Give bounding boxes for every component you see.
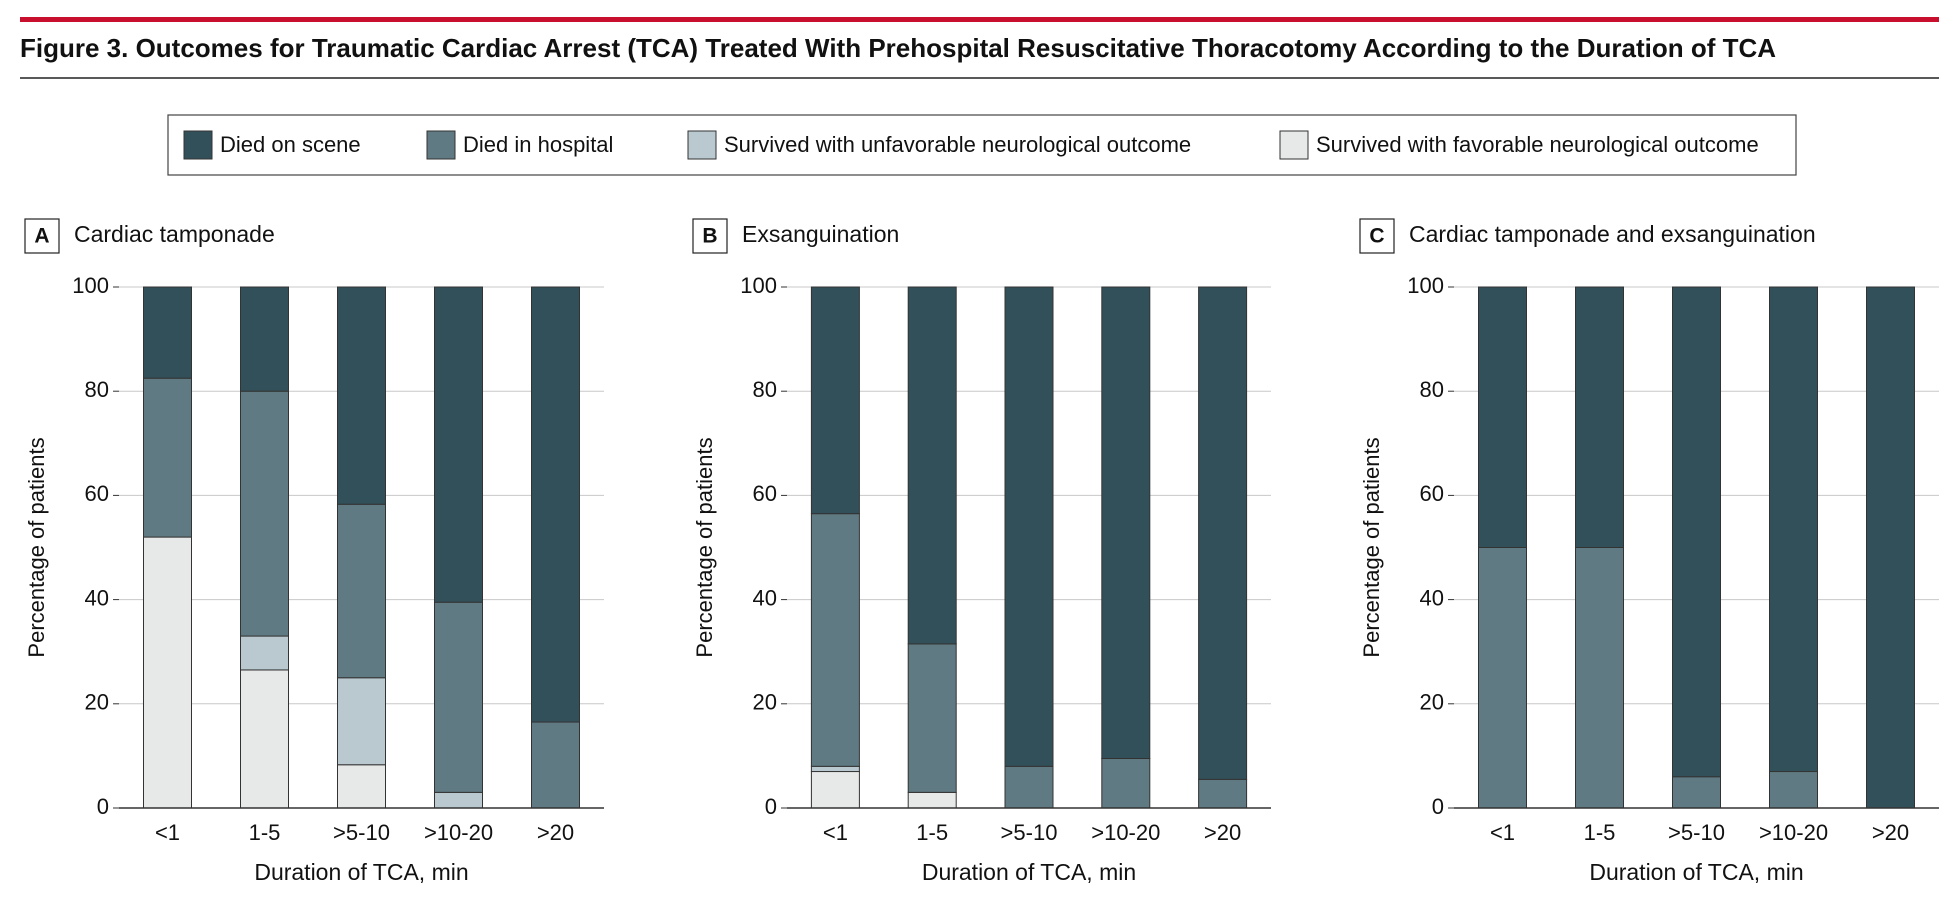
panel-label-box: [692, 218, 728, 254]
legend-label: Survived with unfavorable neurological o…: [724, 132, 1191, 157]
bar-segment: [907, 643, 957, 793]
bar-segment: [907, 791, 957, 809]
panel-label-box: [1359, 218, 1395, 254]
legend-swatch: [687, 130, 717, 160]
y-tick-label: 40: [1420, 585, 1444, 610]
x-tick-label: <1: [155, 820, 180, 845]
bar-segment: [1575, 547, 1624, 809]
top-rule: [20, 17, 1939, 22]
y-axis-label: Percentage of patients: [1359, 437, 1384, 657]
bar-segment: [143, 377, 192, 538]
bar-segment: [1672, 776, 1721, 809]
bar-segment: [240, 635, 289, 671]
y-tick-label: 20: [1420, 690, 1444, 715]
panel-title: Cardiac tamponade: [74, 221, 275, 247]
x-tick-label: >10-20: [1759, 820, 1828, 845]
x-tick-label: >5-10: [1001, 820, 1058, 845]
figure-title: Figure 3. Outcomes for Traumatic Cardiac…: [20, 33, 1776, 63]
bar-segment: [1769, 771, 1818, 809]
bar-segment: [1575, 286, 1624, 548]
x-axis-label: Duration of TCA, min: [922, 859, 1136, 885]
legend-swatch: [183, 130, 213, 160]
x-tick-label: 1-5: [1584, 820, 1616, 845]
bar-segment: [337, 503, 386, 679]
panel-label: A: [34, 225, 49, 248]
bar-segment: [1101, 286, 1151, 760]
y-tick-label: 100: [740, 273, 777, 298]
bar-segment: [337, 286, 386, 505]
legend-label: Died on scene: [220, 132, 361, 157]
y-tick-label: 100: [1407, 273, 1444, 298]
bar-segment: [337, 764, 386, 809]
bar-segment: [1101, 758, 1151, 809]
bar-segment: [1478, 547, 1527, 809]
y-tick-label: 100: [72, 273, 109, 298]
y-tick-label: 0: [97, 794, 109, 819]
bar-segment: [434, 601, 483, 793]
bar-segment: [434, 791, 483, 809]
y-tick-label: 40: [85, 585, 109, 610]
y-tick-label: 80: [85, 377, 109, 402]
x-tick-label: >20: [1204, 820, 1241, 845]
bar-segment: [810, 513, 860, 767]
bar-segment: [337, 677, 386, 766]
x-axis-label: Duration of TCA, min: [254, 859, 468, 885]
bar-segment: [810, 286, 860, 515]
bar-segment: [143, 286, 192, 379]
y-tick-label: 80: [753, 377, 777, 402]
bar-segment: [810, 771, 860, 809]
panel-label: C: [1369, 225, 1384, 248]
bar-segment: [240, 669, 289, 809]
x-tick-label: >5-10: [333, 820, 390, 845]
y-tick-label: 60: [85, 481, 109, 506]
y-tick-label: 20: [85, 690, 109, 715]
x-tick-label: <1: [823, 820, 848, 845]
bar-segment: [1004, 286, 1054, 767]
y-tick-label: 60: [753, 481, 777, 506]
bar-segment: [1198, 286, 1248, 780]
y-tick-label: 0: [765, 794, 777, 819]
legend-box: [167, 114, 1797, 176]
legend-label: Died in hospital: [463, 132, 613, 157]
legend-label: Survived with favorable neurological out…: [1316, 132, 1759, 157]
bar-segment: [531, 721, 580, 809]
x-tick-label: >10-20: [424, 820, 493, 845]
panel-title: Exsanguination: [742, 221, 899, 247]
y-tick-label: 40: [753, 585, 777, 610]
x-tick-label: >20: [1872, 820, 1909, 845]
bar-segment: [434, 286, 483, 603]
bar-segment: [1198, 778, 1248, 809]
legend-swatch: [1279, 130, 1309, 160]
x-tick-label: >5-10: [1668, 820, 1725, 845]
bar-segment: [531, 286, 580, 723]
y-tick-label: 80: [1420, 377, 1444, 402]
legend-swatch: [426, 130, 456, 160]
y-tick-label: 60: [1420, 481, 1444, 506]
x-tick-label: <1: [1490, 820, 1515, 845]
bar-segment: [240, 390, 289, 637]
panel-label-box: [24, 218, 60, 254]
bar-segment: [1478, 286, 1527, 548]
x-tick-label: 1-5: [249, 820, 281, 845]
y-tick-label: 20: [753, 690, 777, 715]
bar-segment: [143, 536, 192, 809]
y-tick-label: 0: [1432, 794, 1444, 819]
bar-segment: [1866, 286, 1915, 809]
x-tick-label: >20: [537, 820, 574, 845]
x-tick-label: 1-5: [916, 820, 948, 845]
bar-segment: [810, 765, 860, 773]
x-axis-label: Duration of TCA, min: [1589, 859, 1803, 885]
bar-segment: [1004, 765, 1054, 809]
y-axis-label: Percentage of patients: [692, 437, 717, 657]
panel-label: B: [702, 225, 717, 248]
bar-segment: [907, 286, 957, 645]
y-axis-label: Percentage of patients: [24, 437, 49, 657]
bar-segment: [1672, 286, 1721, 778]
panel-title: Cardiac tamponade and exsanguination: [1409, 221, 1816, 247]
bar-segment: [1769, 286, 1818, 773]
x-tick-label: >10-20: [1091, 820, 1160, 845]
bar-segment: [240, 286, 289, 392]
